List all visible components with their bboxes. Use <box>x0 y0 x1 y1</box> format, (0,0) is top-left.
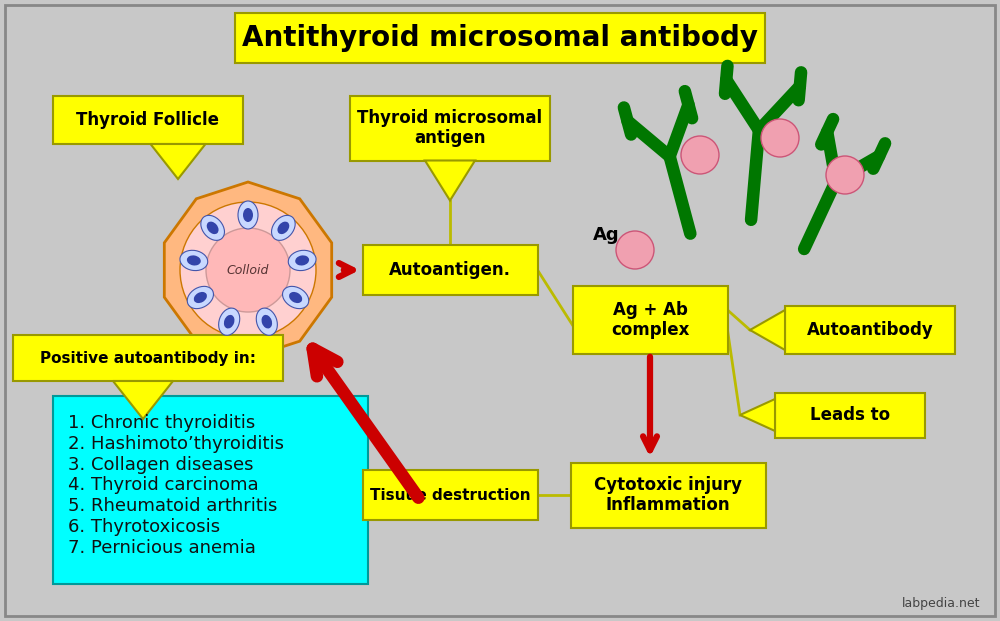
FancyBboxPatch shape <box>13 335 283 381</box>
FancyBboxPatch shape <box>5 5 995 616</box>
Circle shape <box>206 228 290 312</box>
Text: labpedia.net: labpedia.net <box>902 597 980 610</box>
Text: Tisuue destruction: Tisuue destruction <box>370 487 530 502</box>
FancyBboxPatch shape <box>785 306 955 354</box>
Ellipse shape <box>207 222 219 234</box>
Ellipse shape <box>272 215 295 240</box>
Text: Ag + Ab
complex: Ag + Ab complex <box>611 301 689 340</box>
Text: Ag: Ag <box>593 226 619 244</box>
Ellipse shape <box>288 250 316 271</box>
Ellipse shape <box>194 292 207 303</box>
Polygon shape <box>750 310 785 350</box>
Polygon shape <box>150 144 206 179</box>
Ellipse shape <box>238 201 258 229</box>
FancyBboxPatch shape <box>775 392 925 438</box>
Text: Antithyroid microsomal antibody: Antithyroid microsomal antibody <box>242 24 758 52</box>
Ellipse shape <box>219 308 240 335</box>
Text: Colloid: Colloid <box>227 263 269 276</box>
Ellipse shape <box>295 255 309 266</box>
Text: Cytotoxic injury
Inflammation: Cytotoxic injury Inflammation <box>594 476 742 514</box>
Text: Autoantibody: Autoantibody <box>807 321 933 339</box>
Ellipse shape <box>277 222 289 234</box>
FancyBboxPatch shape <box>52 396 368 584</box>
Ellipse shape <box>616 231 654 269</box>
FancyBboxPatch shape <box>350 96 550 160</box>
Text: Positive autoantibody in:: Positive autoantibody in: <box>40 350 256 366</box>
Ellipse shape <box>262 315 272 329</box>
Text: Leads to: Leads to <box>810 406 890 424</box>
Polygon shape <box>113 381 173 419</box>
Polygon shape <box>425 160 475 201</box>
Ellipse shape <box>826 156 864 194</box>
Ellipse shape <box>761 119 799 157</box>
Text: Thyroid microsomal
antigen: Thyroid microsomal antigen <box>357 109 543 147</box>
FancyBboxPatch shape <box>570 463 766 527</box>
FancyBboxPatch shape <box>235 13 765 63</box>
Ellipse shape <box>224 315 234 329</box>
FancyBboxPatch shape <box>362 245 538 295</box>
Ellipse shape <box>243 208 253 222</box>
Ellipse shape <box>180 250 208 271</box>
Ellipse shape <box>283 286 309 309</box>
FancyBboxPatch shape <box>362 470 538 520</box>
Ellipse shape <box>289 292 302 303</box>
Polygon shape <box>164 182 332 358</box>
Polygon shape <box>740 399 775 431</box>
Ellipse shape <box>681 136 719 174</box>
Circle shape <box>180 202 316 338</box>
Ellipse shape <box>187 286 213 309</box>
FancyBboxPatch shape <box>572 286 728 354</box>
Text: Autoantigen.: Autoantigen. <box>389 261 511 279</box>
Ellipse shape <box>256 308 277 335</box>
Text: 1. Chronic thyroiditis
2. Hashimoto’thyroiditis
3. Collagen diseases
4. Thyroid : 1. Chronic thyroiditis 2. Hashimoto’thyr… <box>68 414 284 557</box>
FancyBboxPatch shape <box>53 96 243 144</box>
Text: Thyroid Follicle: Thyroid Follicle <box>76 111 220 129</box>
Ellipse shape <box>187 255 201 266</box>
Ellipse shape <box>201 215 224 240</box>
